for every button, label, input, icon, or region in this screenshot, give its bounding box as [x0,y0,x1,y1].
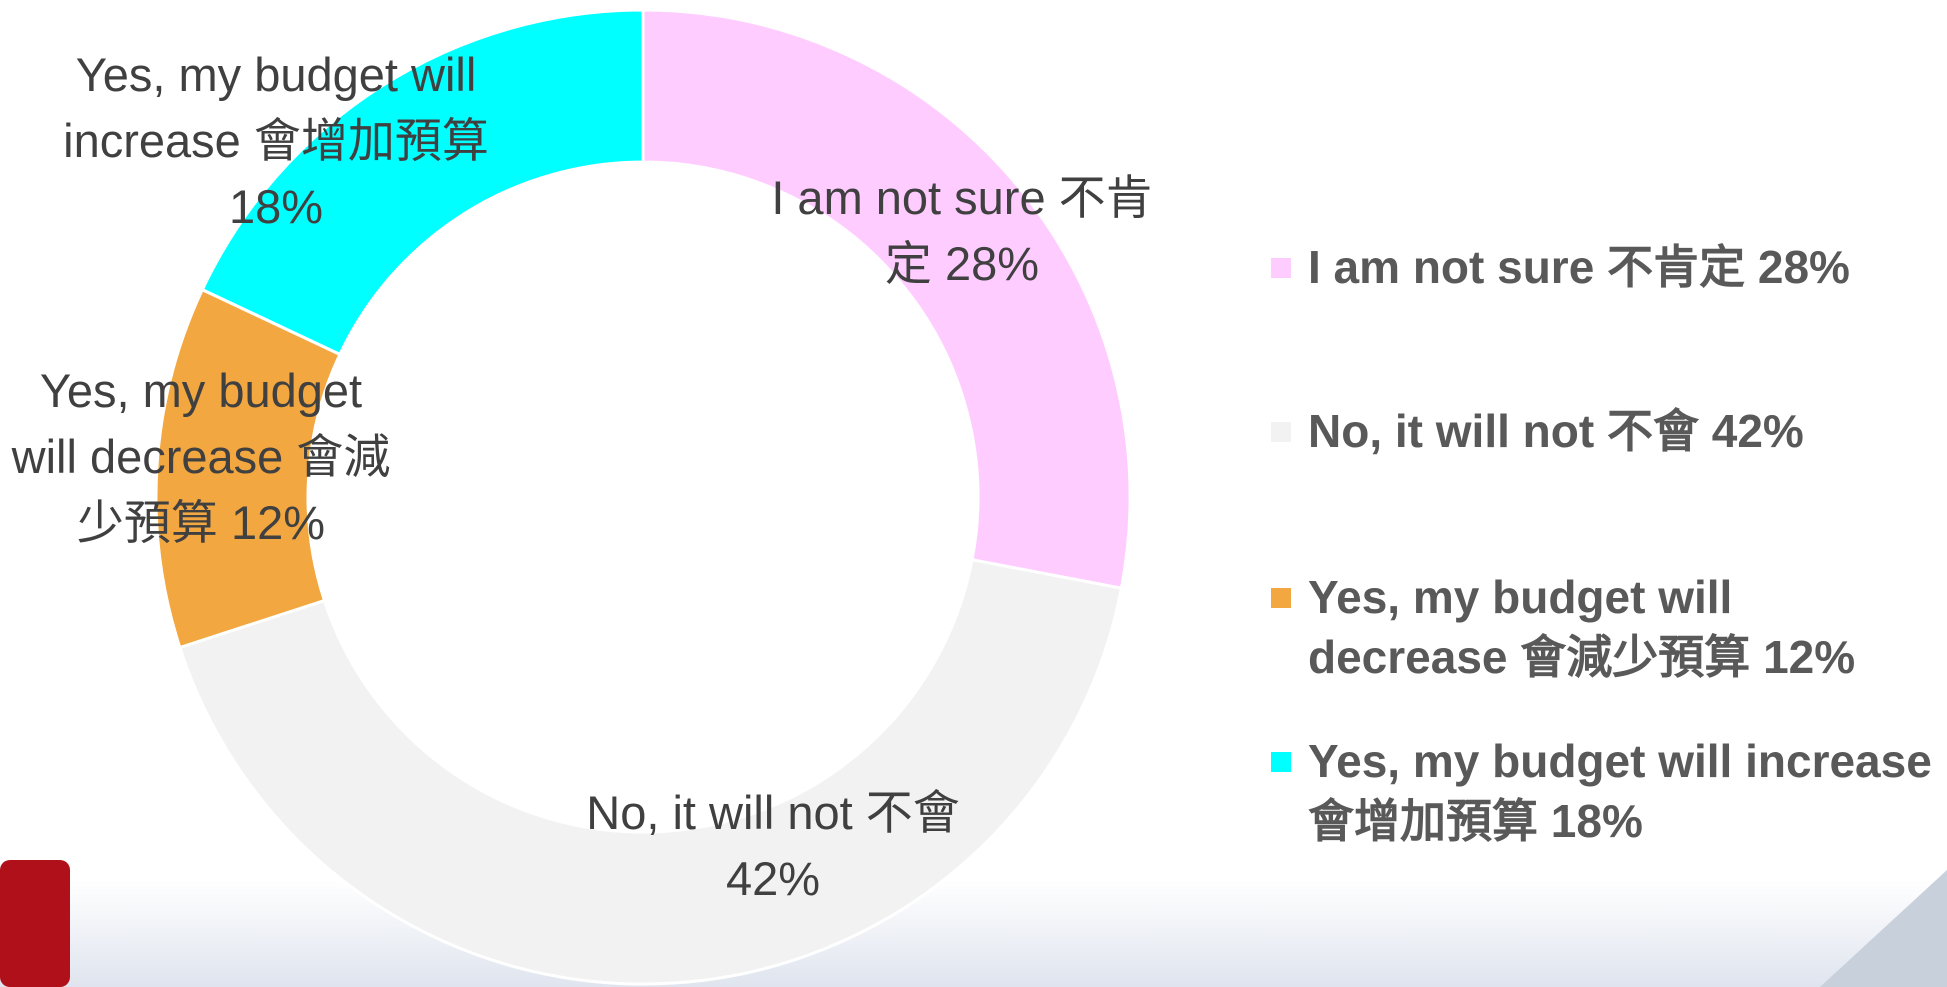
decoration-suitcase [0,860,70,987]
page: (() => { const data = JSON.parse(documen… [0,0,1947,987]
data-label-value: 18% [229,180,323,233]
legend-value: 28% [1758,241,1850,293]
data-label-category: No, it will not 不會 [586,786,959,839]
legend-entry: I am not sure 不肯定 28% [1308,237,1938,297]
legend-marker [1271,752,1291,772]
data-label: Yes, my budget will decrease 會減少預算 12% [1,358,401,556]
legend-entry: No, it will not 不會 42% [1308,401,1938,461]
legend-marker [1271,258,1291,278]
data-label: Yes, my budget will increase 會增加預算 18% [61,42,491,240]
legend-category: Yes, my budget will decrease 會減少預算 [1308,571,1750,683]
data-label-category: Yes, my budget will increase 會增加預算 [63,48,489,167]
legend-category: No, it will not 不會 [1308,405,1699,457]
legend-value: 12% [1763,631,1855,683]
legend-marker [1271,422,1291,442]
data-label-value: 12% [231,496,325,549]
legend-category: I am not sure 不肯定 [1308,241,1745,293]
data-label: I am not sure 不肯定 28% [762,165,1162,297]
legend-value: 42% [1712,405,1804,457]
legend-entry: Yes, my budget will increase 會增加預算 18% [1308,731,1938,851]
data-label-value: 28% [945,237,1039,290]
data-label-category: Yes, my budget will decrease 會減少預算 [12,364,391,549]
data-label: No, it will not 不會 42% [548,780,998,912]
legend-entry: Yes, my budget will decrease 會減少預算 12% [1308,567,1938,687]
donut-slice [643,10,1130,588]
legend-marker [1271,588,1291,608]
data-label-value: 42% [726,852,820,905]
legend-value: 18% [1551,795,1643,847]
